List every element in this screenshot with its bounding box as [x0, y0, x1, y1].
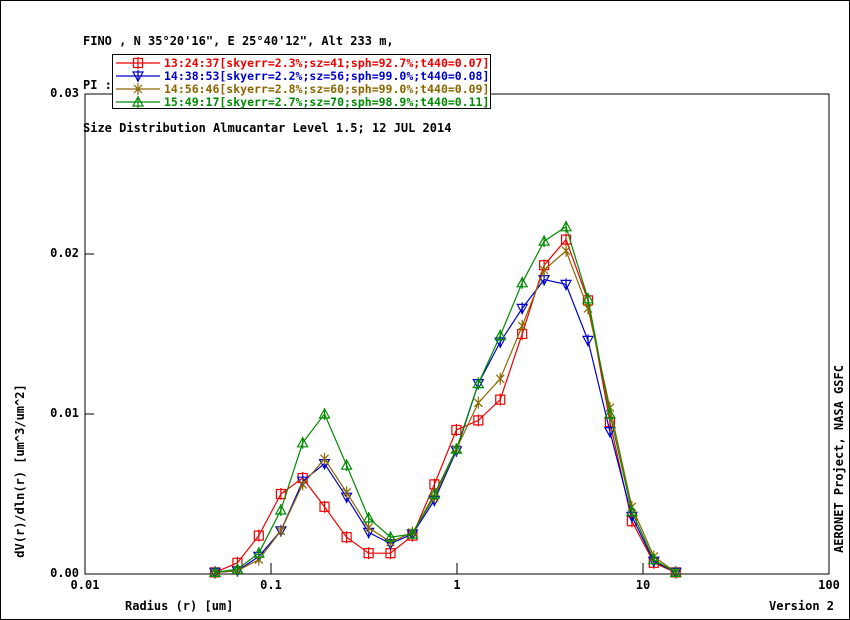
y-tick-label: 0.00 — [50, 566, 79, 580]
legend-entry-label: 14:56:46[skyerr=2.8%;sz=60;sph=99.0%;t44… — [164, 81, 490, 96]
version-label: Version 2 — [769, 599, 835, 613]
subtitle-header-line: Size Distribution Almucantar Level 1.5; … — [83, 121, 452, 135]
legend-entry-label: 14:38:53[skyerr=2.2%;sz=56;sph=99.0%;t44… — [164, 68, 490, 83]
series-line — [214, 278, 677, 573]
legend-marker-sample — [116, 82, 160, 95]
y-axis-label: dV(r)/dln(r) [um^3/um^2] — [13, 384, 27, 558]
x-tick-label: 0.01 — [70, 578, 100, 592]
aeronet-credit-label: AERONET Project, NASA GSFC — [832, 365, 846, 553]
plot-border — [84, 93, 830, 575]
legend-marker-sample — [116, 95, 160, 108]
series-line — [214, 238, 676, 573]
legend-entry-label: 15:49:17[skyerr=2.7%;sz=70;sph=98.9%;t44… — [164, 94, 490, 109]
series-line — [214, 225, 677, 573]
legend-marker-sample — [116, 69, 160, 82]
legend-entry: 14:38:53[skyerr=2.2%;sz=56;sph=99.0%;t44… — [113, 68, 490, 83]
y-tick-label: 0.01 — [50, 406, 79, 420]
x-tick-label: 10 — [635, 578, 651, 592]
legend-entry: 15:49:17[skyerr=2.7%;sz=70;sph=98.9%;t44… — [113, 94, 490, 109]
y-tick-label: 0.02 — [50, 246, 79, 260]
legend-entry: 13:24:37[skyerr=2.3%;sz=41;sph=92.7%;t44… — [113, 55, 490, 70]
x-tick-label: 1 — [453, 578, 461, 592]
station-header-line: FINO , N 35°20'16", E 25°40'12", Alt 233… — [83, 34, 394, 48]
legend-entry-label: 13:24:37[skyerr=2.3%;sz=41;sph=92.7%;t44… — [164, 55, 490, 70]
legend: 13:24:37[skyerr=2.3%;sz=41;sph=92.7%;t44… — [112, 54, 491, 109]
legend-entry: 14:56:46[skyerr=2.8%;sz=60;sph=99.0%;t44… — [113, 81, 490, 96]
y-tick-label: 0.03 — [50, 86, 79, 100]
x-tick-label: 100 — [818, 578, 840, 592]
x-axis-label: Radius (r) [um] — [125, 599, 234, 613]
series-15:49:17 — [208, 220, 682, 579]
legend-marker-sample — [116, 56, 160, 69]
x-tick-label: 0.1 — [260, 578, 282, 592]
